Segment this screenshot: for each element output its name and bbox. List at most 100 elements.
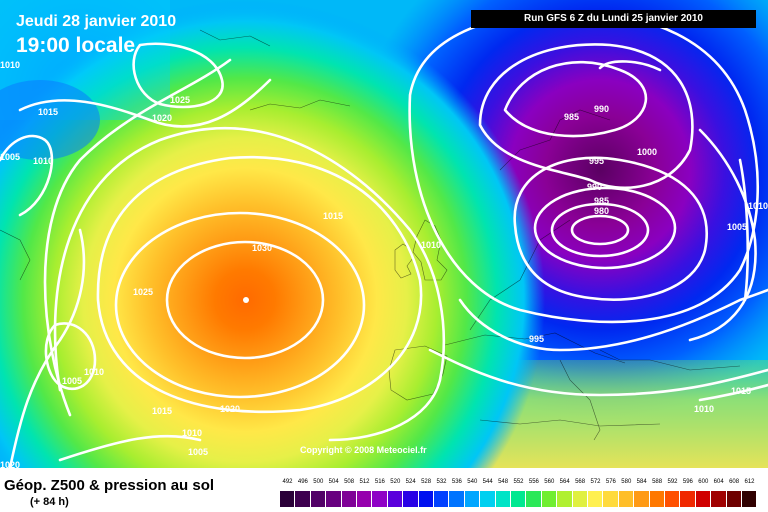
isobar-label: 990 (587, 182, 602, 192)
scale-label: 540 (467, 479, 478, 485)
valid-date: Jeudi 28 janvier 2010 (16, 13, 177, 30)
isobar-label: 1015 (152, 406, 172, 416)
footer-bar: Géop. Z500 & pression au sol (+ 84 h) 49… (0, 468, 768, 512)
scale-label: 524 (405, 479, 416, 485)
product-title: Géop. Z500 & pression au sol (4, 477, 215, 494)
scale-swatch (695, 491, 712, 507)
scale-label: 600 (698, 479, 709, 485)
scale-label: 508 (344, 479, 355, 485)
isobar-label: 990 (594, 104, 609, 114)
isobar-label: 1010 (84, 367, 104, 377)
scale-label: 584 (636, 479, 647, 485)
scale-label: 564 (559, 479, 570, 485)
scale-swatch (541, 491, 558, 507)
high-center-marker (243, 297, 249, 303)
scale-swatch (634, 491, 650, 507)
scale-label: 580 (621, 479, 632, 485)
scale-label: 528 (421, 479, 432, 485)
isobar-label: 1020 (0, 460, 20, 468)
scale-swatch (618, 491, 635, 507)
isobar-label: 1015 (323, 211, 343, 221)
isobar-label: 1010 (694, 404, 714, 414)
scale-swatch (711, 491, 727, 507)
scale-swatch (572, 491, 588, 507)
isobar-label: 1015 (731, 386, 751, 396)
scale-label: 512 (359, 479, 370, 485)
scale-label: 536 (451, 479, 462, 485)
scale-label: 568 (575, 479, 586, 485)
scale-label: 588 (652, 479, 663, 485)
scale-swatch (557, 491, 573, 507)
scale-swatch (449, 491, 465, 507)
valid-time: 19:00 locale (16, 34, 136, 57)
scale-label: 492 (282, 479, 293, 485)
scale-label: 596 (682, 479, 693, 485)
isobar-label: 995 (589, 156, 604, 166)
scale-label: 548 (498, 479, 509, 485)
isobar-label: 1025 (170, 95, 190, 105)
scale-label: 592 (667, 479, 678, 485)
scale-label: 544 (482, 479, 493, 485)
scale-swatch (480, 491, 496, 507)
scale-label: 556 (528, 479, 539, 485)
scale-label: 504 (328, 479, 339, 485)
scale-swatch (665, 491, 681, 507)
isobar-label: 1005 (727, 222, 747, 232)
isobar-label: 995 (529, 334, 544, 344)
scale-swatch (464, 491, 481, 507)
isobar-label: 1005 (62, 376, 82, 386)
forecast-step: (+ 84 h) (30, 496, 69, 508)
isobar-label: 1010 (0, 60, 20, 70)
isobar-label: 1025 (133, 287, 153, 297)
scale-label: 520 (390, 479, 401, 485)
scale-label: 612 (744, 479, 755, 485)
scale-swatch (418, 491, 434, 507)
scale-swatch (434, 491, 450, 507)
scale-swatch (649, 491, 665, 507)
isobar-label: 1010 (33, 156, 53, 166)
scale-swatch (526, 491, 542, 507)
geopotential-map: 1025 1020 1015 1010 1005 1015 1030 1025 … (0, 0, 768, 468)
scale-label: 576 (605, 479, 616, 485)
scale-swatch (742, 491, 758, 507)
scale-label: 572 (590, 479, 601, 485)
isobar-label: 1020 (220, 404, 240, 414)
isobar-label: 985 (564, 112, 579, 122)
scale-label: 516 (374, 479, 385, 485)
color-scale-labels: 492 496 500 504 508 512 516 520 524 528 532 536 540 5… (280, 479, 758, 489)
scale-swatch (357, 491, 373, 507)
scale-swatch (680, 491, 696, 507)
scale-label: 560 (544, 479, 555, 485)
scale-swatch (326, 491, 342, 507)
run-info-text: Run GFS 6 Z du Lundi 25 janvier 2010 (524, 13, 703, 24)
isobar-label: 985 (594, 196, 609, 206)
isobar-label: 1005 (0, 152, 20, 162)
scale-swatch (588, 491, 604, 507)
scale-label: 604 (713, 479, 724, 485)
isobar-label: 1020 (152, 113, 172, 123)
color-scale-bar (280, 491, 758, 507)
scale-swatch (726, 491, 742, 507)
scale-swatch (372, 491, 388, 507)
scale-swatch (280, 491, 296, 507)
scale-swatch (511, 491, 527, 507)
isobar-label: 1030 (252, 243, 272, 253)
scale-swatch (341, 491, 357, 507)
run-info-box: Run GFS 6 Z du Lundi 25 janvier 2010 (471, 10, 756, 28)
scale-label: 496 (297, 479, 308, 485)
scale-label: 552 (513, 479, 524, 485)
scale-swatch (387, 491, 404, 507)
scale-label: 532 (436, 479, 447, 485)
isobar-label: 1010 (748, 201, 768, 211)
scale-swatch (403, 491, 419, 507)
isobar-label: 1015 (38, 107, 58, 117)
isobar-label: 980 (594, 206, 609, 216)
isobar-label: 1000 (637, 147, 657, 157)
scale-label: 500 (313, 479, 324, 485)
scale-swatch (310, 491, 327, 507)
copyright-text: Copyright © 2008 Meteociel.fr (300, 445, 427, 455)
scale-swatch (495, 491, 511, 507)
scale-swatch (295, 491, 311, 507)
isobar-label: 1010 (182, 428, 202, 438)
